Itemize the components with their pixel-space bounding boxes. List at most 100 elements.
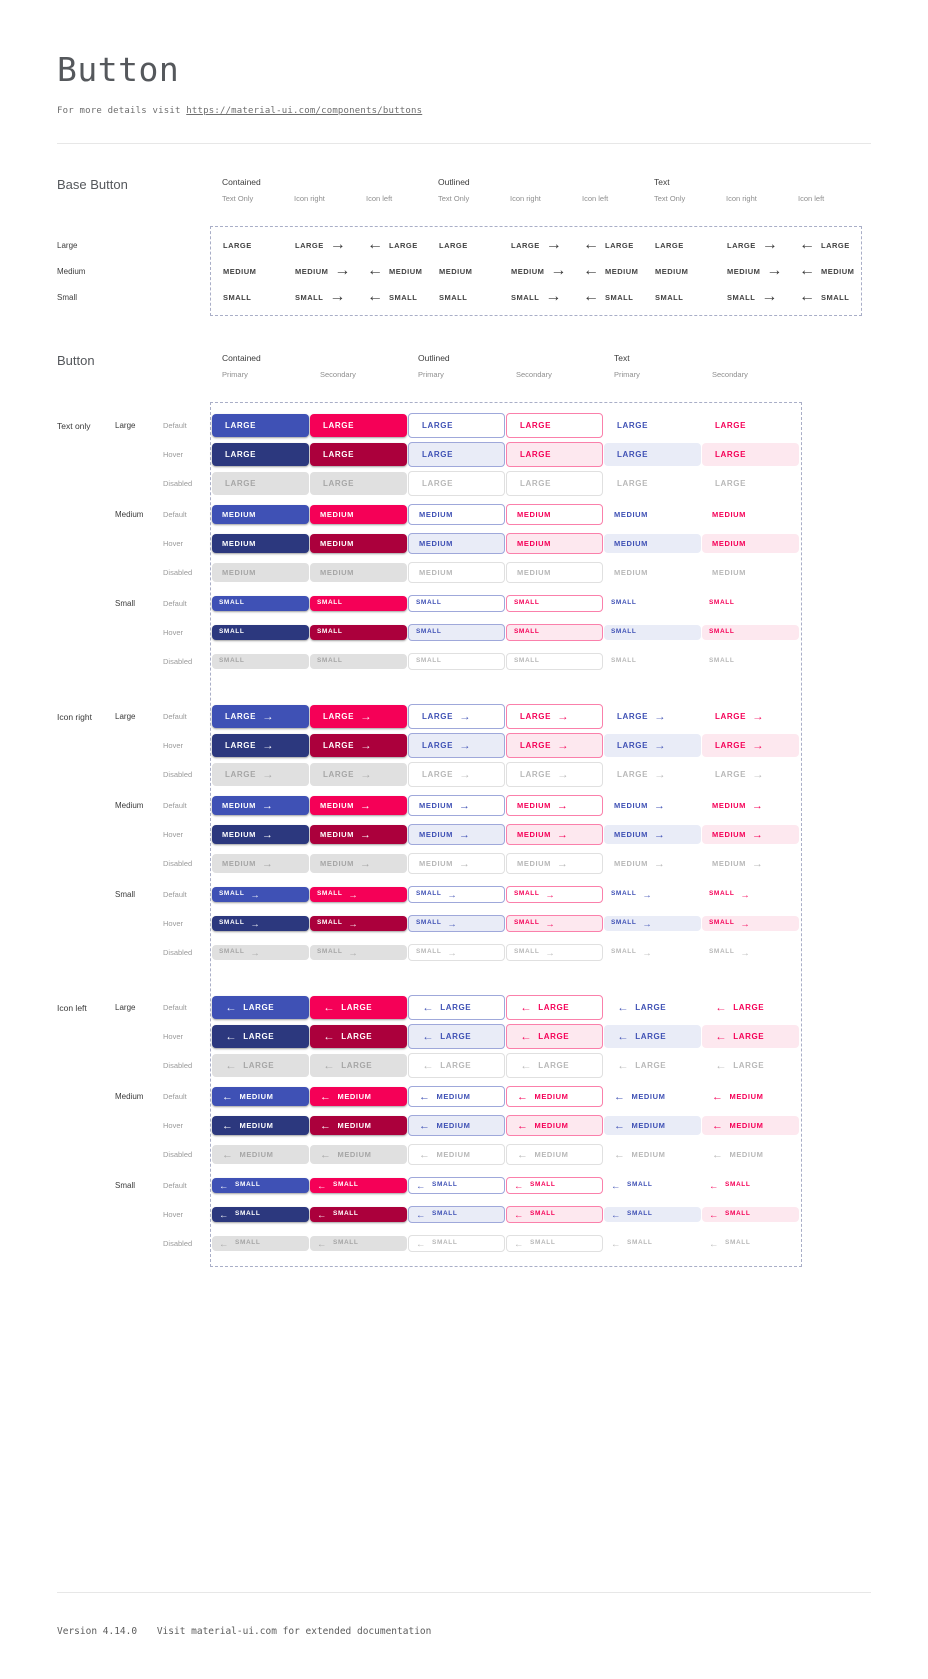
outlined-primary-large-default-button[interactable]: LARGE → — [408, 704, 505, 729]
contained-secondary-small-disabled-button[interactable]: SMALL — [310, 653, 407, 670]
contained-secondary-medium-disabled-button[interactable]: MEDIUM — [310, 563, 407, 582]
text-secondary-large-hover-button[interactable]: ← LARGE — [702, 1025, 799, 1048]
contained-secondary-small-disabled-button[interactable]: SMALL → — [310, 944, 407, 961]
text-primary-medium-disabled-button[interactable]: MEDIUM — [604, 563, 701, 582]
outlined-primary-large-hover-button[interactable]: ← LARGE — [408, 1024, 505, 1049]
outlined-secondary-small-disabled-button[interactable]: SMALL → — [506, 943, 603, 962]
contained-secondary-large-disabled-button[interactable]: LARGE — [310, 472, 407, 495]
text-secondary-large-default-button[interactable]: LARGE → — [702, 705, 799, 728]
contained-primary-medium-default-button[interactable]: MEDIUM — [212, 505, 309, 524]
base-button-small-none[interactable]: SMALL — [643, 284, 715, 310]
contained-primary-small-hover-button[interactable]: SMALL → — [212, 915, 309, 932]
base-button-small-right[interactable]: SMALL → — [283, 284, 355, 310]
text-primary-small-disabled-button[interactable]: SMALL — [604, 654, 701, 670]
outlined-primary-small-hover-button[interactable]: SMALL → — [408, 914, 505, 933]
text-secondary-small-hover-button[interactable]: ← SMALL — [702, 1206, 799, 1223]
base-button-medium-right[interactable]: MEDIUM → — [283, 258, 355, 284]
contained-secondary-large-default-button[interactable]: ← LARGE — [310, 996, 407, 1019]
outlined-primary-medium-disabled-button[interactable]: ← MEDIUM — [408, 1144, 505, 1165]
outlined-secondary-medium-hover-button[interactable]: ← MEDIUM — [506, 1115, 603, 1136]
text-secondary-small-disabled-button[interactable]: ← SMALL — [702, 1236, 799, 1252]
text-primary-large-hover-button[interactable]: LARGE — [604, 443, 701, 466]
outlined-secondary-small-default-button[interactable]: ← SMALL — [506, 1176, 603, 1195]
text-secondary-large-disabled-button[interactable]: LARGE → — [702, 763, 799, 786]
contained-secondary-small-hover-button[interactable]: ← SMALL — [310, 1206, 407, 1223]
outlined-primary-large-disabled-button[interactable]: ← LARGE — [408, 1053, 505, 1078]
text-secondary-medium-disabled-button[interactable]: MEDIUM → — [702, 854, 799, 873]
outlined-primary-small-hover-button[interactable]: ← SMALL — [408, 1205, 505, 1224]
text-primary-small-default-button[interactable]: SMALL → — [604, 887, 701, 903]
contained-secondary-medium-hover-button[interactable]: MEDIUM → — [310, 825, 407, 844]
outlined-secondary-large-default-button[interactable]: LARGE — [506, 413, 603, 438]
text-secondary-large-disabled-button[interactable]: LARGE — [702, 472, 799, 495]
contained-primary-medium-default-button[interactable]: ← MEDIUM — [212, 1087, 309, 1106]
text-primary-small-disabled-button[interactable]: SMALL → — [604, 945, 701, 961]
base-button-large-right[interactable]: LARGE → — [715, 232, 787, 258]
contained-primary-small-default-button[interactable]: ← SMALL — [212, 1177, 309, 1194]
contained-secondary-small-default-button[interactable]: SMALL → — [310, 886, 407, 903]
text-secondary-small-disabled-button[interactable]: SMALL — [702, 654, 799, 670]
text-primary-small-hover-button[interactable]: ← SMALL — [604, 1206, 701, 1223]
text-primary-large-default-button[interactable]: ← LARGE — [604, 996, 701, 1019]
base-button-large-right[interactable]: LARGE → — [499, 232, 571, 258]
outlined-secondary-medium-hover-button[interactable]: MEDIUM → — [506, 824, 603, 845]
text-secondary-medium-hover-button[interactable]: MEDIUM — [702, 534, 799, 553]
outlined-secondary-medium-hover-button[interactable]: MEDIUM — [506, 533, 603, 554]
contained-secondary-small-disabled-button[interactable]: ← SMALL — [310, 1235, 407, 1252]
base-button-small-left[interactable]: ← SMALL — [571, 284, 643, 310]
contained-primary-large-disabled-button[interactable]: LARGE — [212, 472, 309, 495]
contained-primary-small-disabled-button[interactable]: SMALL — [212, 653, 309, 670]
contained-secondary-small-hover-button[interactable]: SMALL → — [310, 915, 407, 932]
base-button-large-left[interactable]: ← LARGE — [787, 232, 859, 258]
outlined-primary-small-default-button[interactable]: SMALL → — [408, 885, 505, 904]
base-button-large-none[interactable]: LARGE — [427, 232, 499, 258]
text-secondary-large-disabled-button[interactable]: ← LARGE — [702, 1054, 799, 1077]
contained-primary-small-default-button[interactable]: SMALL — [212, 595, 309, 612]
contained-secondary-medium-default-button[interactable]: MEDIUM → — [310, 796, 407, 815]
outlined-secondary-medium-disabled-button[interactable]: MEDIUM — [506, 562, 603, 583]
text-primary-small-default-button[interactable]: SMALL — [604, 596, 701, 612]
text-primary-medium-default-button[interactable]: MEDIUM → — [604, 796, 701, 815]
outlined-secondary-large-disabled-button[interactable]: LARGE — [506, 471, 603, 496]
outlined-secondary-small-default-button[interactable]: SMALL → — [506, 885, 603, 904]
contained-primary-large-hover-button[interactable]: LARGE → — [212, 734, 309, 757]
outlined-primary-medium-disabled-button[interactable]: MEDIUM → — [408, 853, 505, 874]
outlined-secondary-medium-disabled-button[interactable]: ← MEDIUM — [506, 1144, 603, 1165]
contained-primary-large-default-button[interactable]: LARGE — [212, 414, 309, 437]
base-button-medium-none[interactable]: MEDIUM — [211, 258, 283, 284]
outlined-secondary-large-disabled-button[interactable]: LARGE → — [506, 762, 603, 787]
contained-primary-large-hover-button[interactable]: ← LARGE — [212, 1025, 309, 1048]
outlined-secondary-large-default-button[interactable]: LARGE → — [506, 704, 603, 729]
outlined-primary-large-disabled-button[interactable]: LARGE → — [408, 762, 505, 787]
outlined-primary-small-hover-button[interactable]: SMALL — [408, 623, 505, 642]
outlined-primary-small-disabled-button[interactable]: ← SMALL — [408, 1234, 505, 1253]
outlined-secondary-small-hover-button[interactable]: ← SMALL — [506, 1205, 603, 1224]
text-secondary-medium-hover-button[interactable]: ← MEDIUM — [702, 1116, 799, 1135]
outlined-primary-large-default-button[interactable]: ← LARGE — [408, 995, 505, 1020]
base-button-medium-left[interactable]: ← MEDIUM — [787, 258, 859, 284]
text-secondary-small-default-button[interactable]: SMALL → — [702, 887, 799, 903]
outlined-primary-large-hover-button[interactable]: LARGE — [408, 442, 505, 467]
outlined-primary-medium-hover-button[interactable]: MEDIUM → — [408, 824, 505, 845]
base-button-small-right[interactable]: SMALL → — [715, 284, 787, 310]
contained-secondary-medium-hover-button[interactable]: ← MEDIUM — [310, 1116, 407, 1135]
outlined-primary-medium-disabled-button[interactable]: MEDIUM — [408, 562, 505, 583]
contained-secondary-large-hover-button[interactable]: LARGE → — [310, 734, 407, 757]
base-button-large-left[interactable]: ← LARGE — [571, 232, 643, 258]
text-secondary-small-hover-button[interactable]: SMALL — [702, 624, 799, 641]
text-primary-large-hover-button[interactable]: ← LARGE — [604, 1025, 701, 1048]
text-primary-medium-hover-button[interactable]: ← MEDIUM — [604, 1116, 701, 1135]
contained-secondary-medium-disabled-button[interactable]: MEDIUM → — [310, 854, 407, 873]
outlined-secondary-small-default-button[interactable]: SMALL — [506, 594, 603, 613]
outlined-secondary-medium-default-button[interactable]: ← MEDIUM — [506, 1086, 603, 1107]
contained-secondary-medium-default-button[interactable]: ← MEDIUM — [310, 1087, 407, 1106]
base-button-medium-none[interactable]: MEDIUM — [427, 258, 499, 284]
text-secondary-small-default-button[interactable]: SMALL — [702, 596, 799, 612]
contained-primary-medium-hover-button[interactable]: MEDIUM → — [212, 825, 309, 844]
text-secondary-medium-default-button[interactable]: MEDIUM — [702, 505, 799, 524]
text-secondary-medium-disabled-button[interactable]: ← MEDIUM — [702, 1145, 799, 1164]
contained-secondary-large-default-button[interactable]: LARGE → — [310, 705, 407, 728]
contained-primary-large-default-button[interactable]: ← LARGE — [212, 996, 309, 1019]
base-button-medium-none[interactable]: MEDIUM — [643, 258, 715, 284]
contained-primary-small-default-button[interactable]: SMALL → — [212, 886, 309, 903]
